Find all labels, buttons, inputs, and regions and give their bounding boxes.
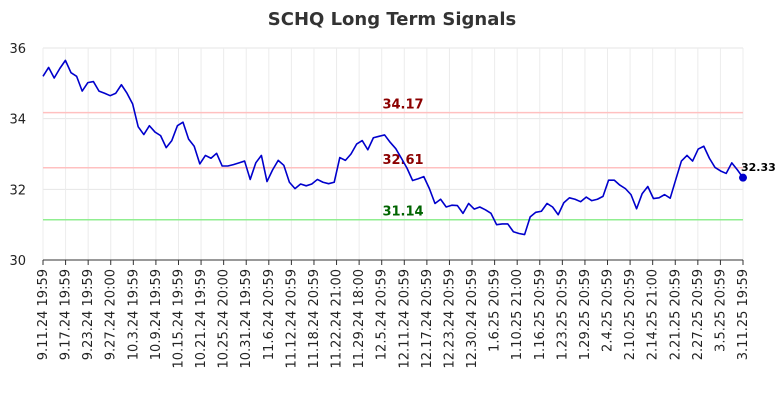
- x-tick-label: 2.21.25 20:59: [668, 269, 683, 360]
- reference-label: 31.14: [382, 205, 423, 220]
- series-line: [42, 59, 744, 236]
- x-tick-label: 11.6.24 20:59: [262, 269, 277, 360]
- y-tick-label: 30: [9, 254, 26, 269]
- x-tick-label: 10.9.24 19:59: [149, 269, 164, 360]
- y-tick-label: 34: [9, 113, 26, 128]
- x-tick-label: 12.30.24 20:59: [465, 269, 480, 369]
- x-tick-label: 1.29.25 20:59: [578, 269, 593, 360]
- x-tick-label: 11.29.24 18:00: [352, 269, 367, 369]
- x-tick-label: 2.14.25 21:00: [646, 269, 661, 360]
- x-tick-label: 2.27.25 20:59: [691, 269, 706, 360]
- x-tick-label: 10.21.24 19:59: [194, 269, 209, 369]
- x-tick-label: 12.11.24 20:59: [397, 269, 412, 369]
- x-tick-label: 9.23.24 19:59: [81, 269, 96, 360]
- reference-label: 34.17: [382, 98, 423, 113]
- x-tick-label: 9.11.24 19:59: [36, 269, 51, 360]
- x-tick-label: 11.12.24 20:59: [284, 269, 299, 369]
- x-tick-label: 10.3.24 19:59: [126, 269, 141, 360]
- x-tick-label: 1.23.25 20:59: [555, 269, 570, 360]
- x-tick-label: 1.10.25 21:00: [510, 269, 525, 360]
- x-tick-label: 12.23.24 20:59: [442, 269, 457, 369]
- y-tick-label: 32: [9, 183, 26, 198]
- x-tick-label: 12.17.24 20:59: [420, 269, 435, 369]
- x-tick-label: 10.31.24 19:59: [239, 269, 254, 369]
- x-tick-label: 11.22.24 21:00: [330, 269, 345, 369]
- x-tick-label: 2.10.25 20:59: [623, 269, 638, 360]
- x-tick-label: 3.11.25 19:59: [736, 269, 751, 360]
- last-point-marker: [739, 173, 747, 182]
- x-tick-label: 2.4.25 20:59: [601, 269, 616, 352]
- x-tick-label: 1.6.25 20:59: [488, 269, 503, 352]
- grid: [42, 47, 744, 261]
- x-tick-label: 11.18.24 20:59: [307, 269, 322, 369]
- x-tick-label: 10.25.24 20:00: [217, 269, 232, 369]
- series-layer: 32.33: [42, 59, 776, 236]
- x-tick-label: 12.5.24 20:59: [375, 269, 390, 360]
- axes: 30 32 34 36 9.11.24 19:59 9.17.24 19:59 9.23.2…: [9, 42, 751, 369]
- x-tick-label: 1.16.25 20:59: [533, 269, 548, 360]
- x-tick-label: 3.5.25 20:59: [713, 269, 728, 352]
- last-value-label: 32.33: [741, 161, 776, 174]
- x-tick-label: 9.17.24 19:59: [59, 269, 74, 360]
- x-tick-label: 10.15.24 19:59: [171, 269, 186, 369]
- y-tick-label: 36: [9, 42, 26, 57]
- chart-title: SCHQ Long Term Signals: [268, 9, 516, 30]
- x-tick-label: 9.27.24 20:00: [104, 269, 119, 360]
